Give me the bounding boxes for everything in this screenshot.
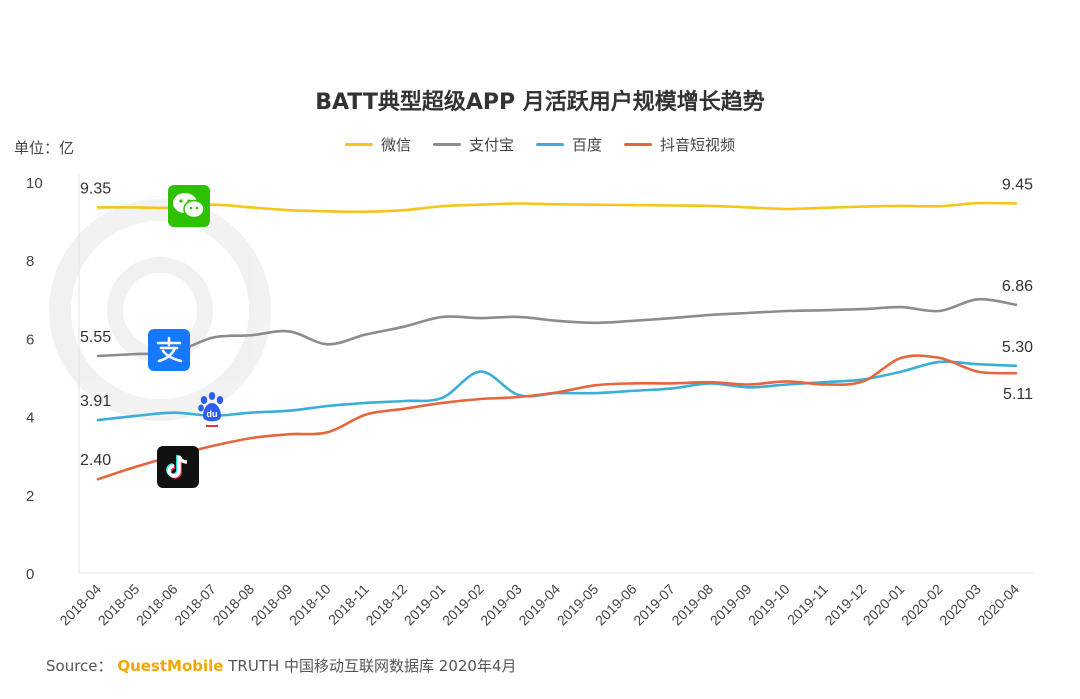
- svg-text:du: du: [207, 409, 218, 419]
- y-tick-label: 0: [26, 566, 34, 583]
- start-value-label: 9.35: [80, 180, 111, 197]
- alipay-icon: [148, 329, 190, 371]
- x-tick-label: 2019-07: [630, 581, 678, 629]
- y-tick-label: 4: [26, 410, 34, 427]
- x-tick-label: 2018-05: [95, 581, 143, 629]
- chart-title: BATT典型超级APP 月活跃用户规模增长趋势: [315, 90, 765, 115]
- series-line-wechat[interactable]: [96, 201, 1018, 214]
- x-tick-label: 2019-01: [401, 581, 449, 629]
- unit-label: 单位：亿: [14, 139, 75, 157]
- douyin-icon: [157, 446, 199, 488]
- legend-label: 支付宝: [468, 136, 514, 154]
- x-tick-label: 2019-10: [745, 581, 793, 629]
- y-tick-label: 6: [26, 331, 34, 348]
- legend-swatch: [432, 143, 461, 146]
- end-value-label: 5.11: [1003, 386, 1033, 403]
- x-tick-label: 2018-12: [362, 581, 410, 629]
- source-prefix: Source：: [46, 657, 113, 675]
- x-tick-label: 2019-06: [592, 581, 640, 629]
- x-tick-label: 2018-09: [248, 581, 296, 629]
- x-tick-label: 2020-01: [860, 581, 908, 629]
- x-tick-label: 2018-06: [133, 581, 181, 629]
- legend-swatch: [624, 143, 653, 146]
- source-note: Source： QuestMobile TRUTH 中国移动互联网数据库 202…: [46, 655, 517, 676]
- x-tick-label: 2018-08: [209, 581, 257, 629]
- end-value-label: 5.30: [1002, 339, 1033, 356]
- x-tick-label: 2019-12: [821, 581, 869, 629]
- x-tick-label: 2019-04: [515, 581, 563, 629]
- end-value-label: 9.45: [1002, 177, 1033, 194]
- x-tick-label: 2018-04: [56, 581, 104, 629]
- y-tick-label: 8: [26, 253, 34, 270]
- x-tick-label: 2019-05: [554, 581, 602, 629]
- x-tick-label: 2019-02: [439, 581, 487, 629]
- legend-label: 抖音短视频: [660, 136, 736, 154]
- watermark: [49, 199, 271, 421]
- end-value-label: 6.86: [1002, 278, 1033, 295]
- x-tick-label: 2019-03: [477, 581, 525, 629]
- start-value-label: 5.55: [80, 329, 111, 346]
- legend-item-baidu[interactable]: 百度: [536, 134, 602, 155]
- x-tick-label: 2020-04: [974, 581, 1022, 629]
- legend-label: 百度: [572, 136, 603, 154]
- x-tick-label: 2020-02: [898, 581, 946, 629]
- y-tick-label: 2: [26, 488, 34, 505]
- x-tick-label: 2019-09: [707, 581, 755, 629]
- x-tick-label: 2018-07: [171, 581, 219, 629]
- legend-label: 微信: [380, 136, 411, 154]
- series-line-douyin[interactable]: [96, 354, 1018, 481]
- legend-item-alipay[interactable]: 支付宝: [432, 134, 514, 155]
- legend: 微信 支付宝 百度 抖音短视频: [0, 134, 1080, 155]
- wechat-icon: [168, 185, 210, 227]
- series-line-alipay[interactable]: [96, 297, 1018, 358]
- legend-swatch: [536, 143, 564, 146]
- start-value-label: 2.40: [80, 452, 111, 469]
- x-tick-label: 2019-08: [668, 581, 716, 629]
- legend-swatch: [344, 143, 373, 146]
- questmobile-brand: QuestMobile: [117, 657, 224, 675]
- legend-item-wechat[interactable]: 微信: [344, 134, 411, 155]
- start-value-label: 3.91: [80, 393, 111, 410]
- baidu-icon: du: [192, 388, 234, 430]
- legend-item-douyin[interactable]: 抖音短视频: [624, 134, 735, 155]
- x-tick-label: 2020-03: [936, 581, 984, 629]
- y-tick-label: 10: [26, 175, 43, 192]
- source-text: TRUTH 中国移动互联网数据库 2020年4月: [228, 657, 517, 675]
- x-tick-label: 2018-10: [286, 581, 334, 629]
